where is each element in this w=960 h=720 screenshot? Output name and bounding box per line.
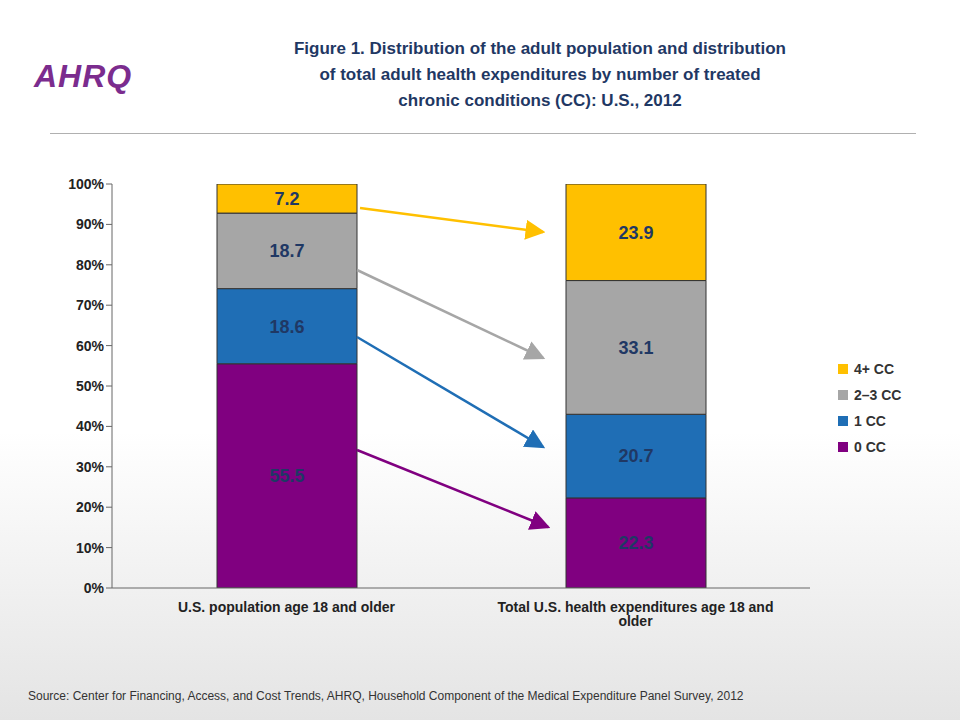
svg-text:20.7: 20.7 [618,446,653,466]
svg-text:90%: 90% [76,216,105,232]
svg-text:10%: 10% [76,540,105,556]
svg-text:60%: 60% [76,338,105,354]
svg-text:Total U.S. health expenditures: Total U.S. health expenditures age 18 an… [498,599,774,629]
svg-text:0%: 0% [84,580,105,596]
svg-text:7.2: 7.2 [274,189,299,209]
html-text:Figure 1. Distribution of the: Figure 1. Distribution of the adult popu… [294,39,786,110]
html-text:0 CC: 0 CC [854,439,886,455]
svg-text:20%: 20% [76,499,105,515]
svg-text:18.7: 18.7 [269,241,304,261]
svg-text:70%: 70% [76,297,105,313]
svg-text:33.1: 33.1 [618,338,653,358]
html-text:4+ CC: 4+ CC [854,361,895,377]
svg-text:U.S. population age 18 and old: U.S. population age 18 and older [178,599,396,615]
html-text:1 CC: 1 CC [854,413,886,429]
svg-text:30%: 30% [76,459,105,475]
svg-text:100%: 100% [68,176,104,192]
html-text:AHRQ: AHRQ [34,58,133,94]
svg-text:40%: 40% [76,418,105,434]
svg-text:23.9: 23.9 [618,223,653,243]
html-text:2–3 CC: 2–3 CC [854,387,902,403]
html-text:Source: Center for Financing,: Source: Center for Financing, Access, an… [28,689,744,703]
svg-text:18.6: 18.6 [269,317,304,337]
svg-text:50%: 50% [76,378,105,394]
svg-text:55.5: 55.5 [269,466,304,486]
svg-text:80%: 80% [76,257,105,273]
svg-text:22.3: 22.3 [618,533,653,553]
